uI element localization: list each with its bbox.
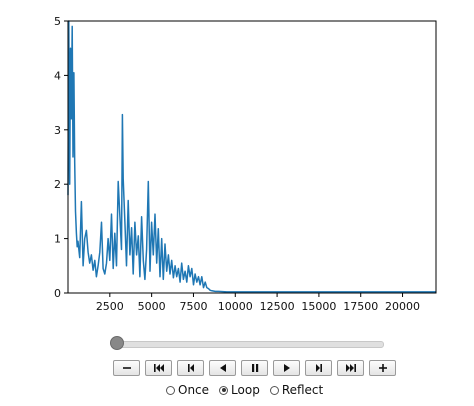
last-frame-icon: [345, 362, 357, 374]
radio-option-once[interactable]: Once: [166, 383, 209, 397]
first-frame-button[interactable]: [145, 360, 172, 376]
axes-frame: [67, 20, 437, 294]
radio-option-reflect[interactable]: Reflect: [269, 383, 324, 397]
last-frame-button[interactable]: [337, 360, 364, 376]
play-reverse-icon: [217, 362, 229, 374]
y-tick-label: 0: [54, 287, 61, 300]
step-back-icon: [185, 362, 197, 374]
first-frame-icon: [153, 362, 165, 374]
radio-label: Reflect: [281, 383, 324, 397]
pause-button[interactable]: [241, 360, 268, 376]
loop-mode-group: Once Loop Reflect: [166, 382, 323, 398]
radio-label: Loop: [231, 383, 260, 397]
x-tick-label: 7500: [179, 300, 207, 313]
play-icon: [281, 362, 293, 374]
step-forward-icon: [313, 362, 325, 374]
y-tick-label: 2: [54, 178, 61, 191]
step-back-button[interactable]: [177, 360, 204, 376]
radio-button[interactable]: [269, 385, 279, 395]
x-tick-label: 20000: [385, 300, 420, 313]
y-tick-label: 5: [54, 15, 61, 28]
line-chart: 2500 5000 7500 10000 12500 15000 17500 20000 0 1 2…: [54, 15, 437, 313]
pause-icon: [249, 362, 261, 374]
x-tick-label: 12500: [260, 300, 295, 313]
radio-option-loop[interactable]: Loop: [219, 383, 260, 397]
play-button[interactable]: [273, 360, 300, 376]
radio-button[interactable]: [166, 385, 175, 395]
y-tick-label: 1: [54, 233, 61, 246]
step-forward-button[interactable]: [305, 360, 332, 376]
plus-icon: [377, 362, 389, 374]
x-tick-label: 5000: [138, 300, 166, 313]
radio-label: Once: [178, 383, 210, 397]
slider-track[interactable]: [112, 341, 384, 348]
x-tick-label: 2500: [96, 300, 124, 313]
x-tick-label: 15000: [301, 300, 336, 313]
x-tick-label: 17500: [343, 300, 378, 313]
x-tick-label: 10000: [218, 300, 253, 313]
play-reverse-button[interactable]: [209, 360, 236, 376]
slower-button[interactable]: [113, 360, 140, 376]
playback-controls: [113, 360, 396, 376]
y-tick-label: 3: [54, 124, 61, 137]
slider-handle[interactable]: [110, 336, 124, 350]
radio-button[interactable]: [219, 385, 229, 395]
minus-icon: [121, 362, 133, 374]
y-tick-label: 4: [54, 69, 61, 82]
series-line: [67, 20, 436, 293]
faster-button[interactable]: [369, 360, 396, 376]
frame-slider[interactable]: [108, 336, 384, 352]
plot-area: 2500 5000 7500 10000 12500 15000 17500 20000 0 1 2…: [54, 15, 437, 313]
